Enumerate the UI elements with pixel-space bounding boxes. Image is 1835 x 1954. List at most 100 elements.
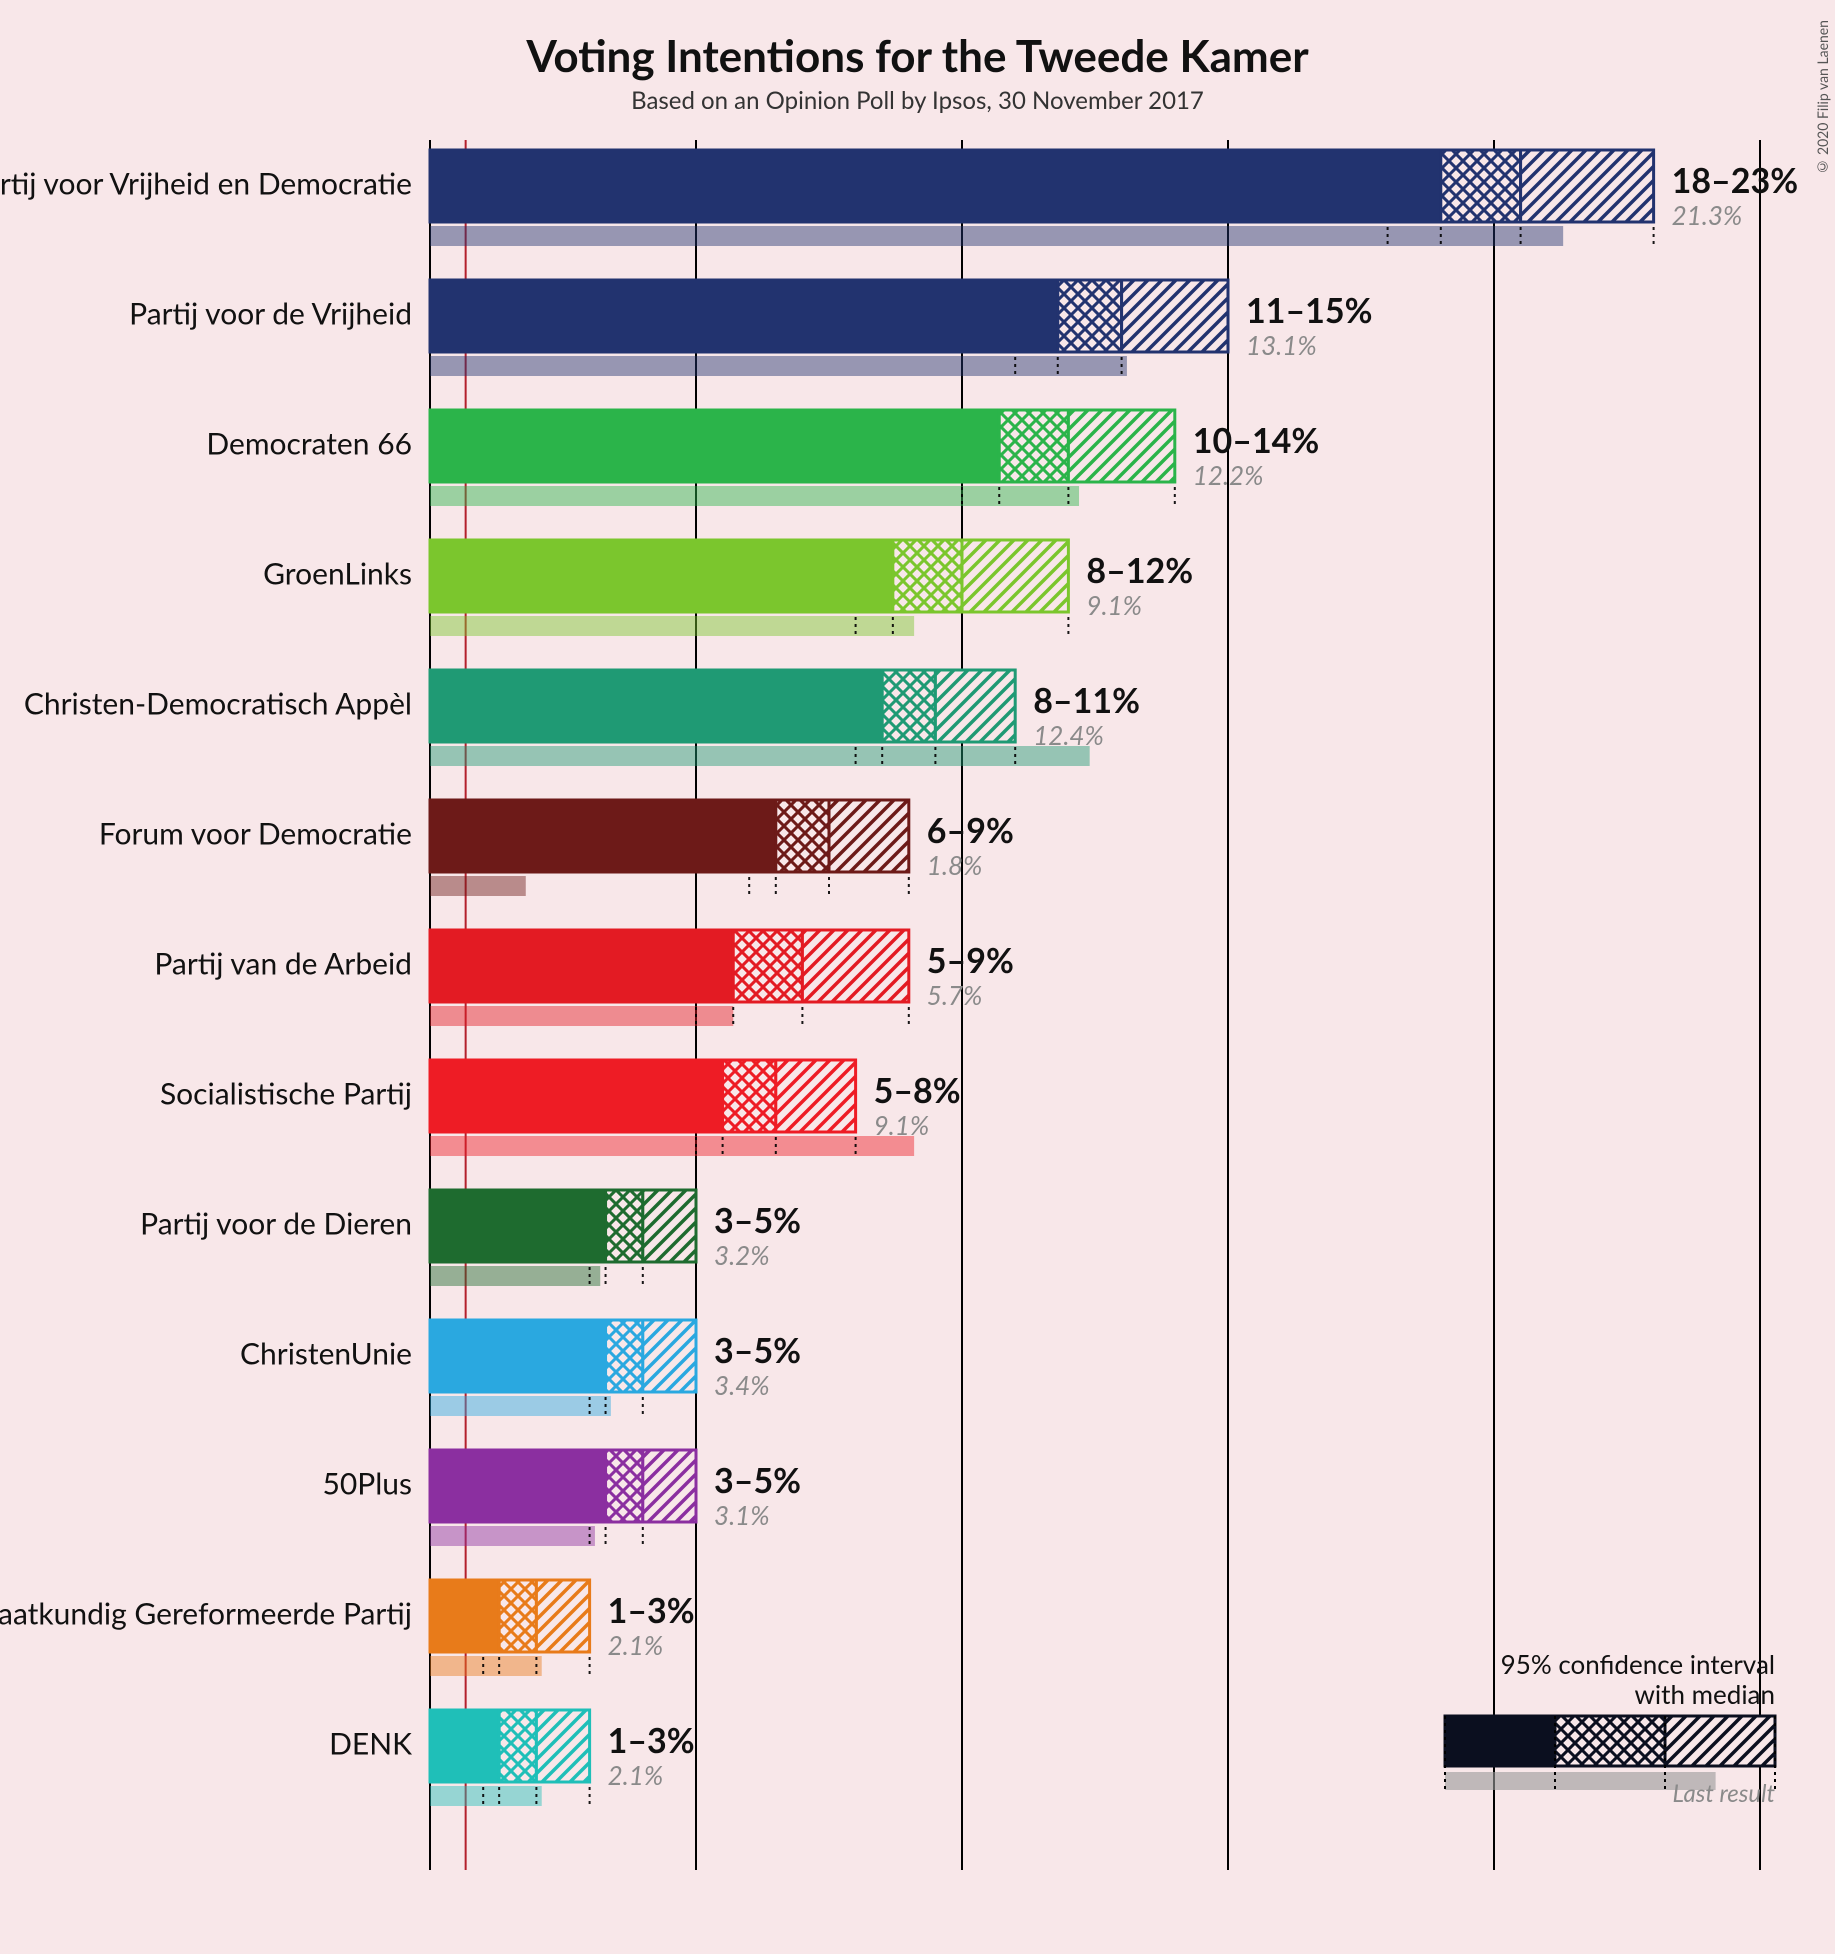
prev-label: 2.1% [608, 1629, 664, 1661]
prev-result-bar [430, 486, 1079, 506]
legend-prev-label: Last result [1673, 1779, 1776, 1808]
ci-bar-diagonal [1122, 280, 1228, 352]
ci-bar-diagonal [643, 1320, 696, 1392]
prev-result-bar [430, 1396, 611, 1416]
legend-crosshatch [1555, 1716, 1665, 1766]
ci-bar-crosshatch [882, 670, 935, 742]
party-label: Forum voor Democratie [99, 816, 412, 852]
ci-bar-crosshatch [499, 1710, 536, 1782]
ci-bar-solid [430, 150, 1441, 222]
prev-label: 12.2% [1193, 459, 1264, 491]
ci-bar-solid [430, 1450, 606, 1522]
ci-bar-solid [430, 1190, 606, 1262]
ci-bar-diagonal [536, 1710, 589, 1782]
prev-label: 9.1% [1086, 589, 1142, 621]
party-label: Socialistische Partij [160, 1076, 412, 1112]
prev-result-bar [430, 226, 1563, 246]
ci-bar-solid [430, 1320, 606, 1392]
ci-bar-diagonal [935, 670, 1015, 742]
range-label: 8–11% [1033, 680, 1140, 721]
ci-bar-crosshatch [606, 1320, 643, 1392]
prev-result-bar [430, 616, 914, 636]
ci-bar-solid [430, 1710, 499, 1782]
range-label: 18–23% [1672, 160, 1798, 201]
range-label: 5–9% [927, 940, 1014, 981]
party-label: GroenLinks [263, 556, 412, 592]
legend-solid [1445, 1716, 1555, 1766]
ci-bar-solid [430, 800, 776, 872]
prev-label: 3.2% [714, 1239, 770, 1271]
ci-bar-diagonal [829, 800, 909, 872]
prev-label: 3.1% [714, 1499, 770, 1531]
range-label: 3–5% [714, 1460, 801, 1501]
range-label: 3–5% [714, 1330, 801, 1371]
party-label: Christen-Democratisch Appèl [24, 686, 412, 722]
ci-bar-diagonal [1521, 150, 1654, 222]
prev-label: 5.7% [927, 979, 983, 1011]
ci-bar-solid [430, 280, 1058, 352]
prev-result-bar [430, 1266, 600, 1286]
prev-result-bar [430, 876, 526, 896]
party-label: ChristenUnie [240, 1336, 412, 1372]
party-label: Volkspartij voor Vrijheid en Democratie [0, 166, 412, 202]
ci-bar-solid [430, 540, 893, 612]
prev-label: 1.8% [927, 849, 983, 881]
copyright-label: © 2020 Filip van Laenen [1814, 20, 1831, 176]
range-label: 5–8% [874, 1070, 961, 1111]
party-label: Staatkundig Gereformeerde Partij [0, 1596, 412, 1632]
legend-diagonal [1665, 1716, 1775, 1766]
chart-subtitle: Based on an Opinion Poll by Ipsos, 30 No… [0, 86, 1835, 115]
party-label: DENK [329, 1726, 412, 1762]
ci-bar-solid [430, 1580, 499, 1652]
party-label: Partij voor de Dieren [140, 1206, 412, 1242]
bar-chart-svg: Volkspartij voor Vrijheid en Democratie 1… [0, 0, 1835, 1954]
chart-container: Voting Intentions for the Tweede Kamer B… [0, 0, 1835, 1954]
prev-result-bar [430, 1136, 914, 1156]
prev-result-bar [430, 1526, 595, 1546]
ci-bar-solid [430, 1060, 723, 1132]
range-label: 10–14% [1193, 420, 1319, 461]
prev-result-bar [430, 356, 1127, 376]
range-label: 1–3% [608, 1720, 695, 1761]
prev-result-bar [430, 746, 1090, 766]
prev-result-bar [430, 1786, 542, 1806]
ci-bar-crosshatch [893, 540, 962, 612]
ci-bar-crosshatch [776, 800, 829, 872]
prev-label: 13.1% [1246, 329, 1317, 361]
party-label: Partij van de Arbeid [154, 946, 412, 982]
prev-result-bar [430, 1006, 733, 1026]
range-label: 1–3% [608, 1590, 695, 1631]
ci-bar-diagonal [643, 1190, 696, 1262]
ci-bar-diagonal [802, 930, 908, 1002]
ci-bar-crosshatch [1058, 280, 1122, 352]
party-label: 50Plus [322, 1466, 412, 1502]
legend-title: 95% confidence interval [1501, 1648, 1775, 1680]
prev-label: 12.4% [1033, 719, 1104, 751]
ci-bar-diagonal [962, 540, 1068, 612]
range-label: 11–15% [1246, 290, 1372, 331]
ci-bar-crosshatch [606, 1450, 643, 1522]
ci-bar-crosshatch [723, 1060, 776, 1132]
chart-title: Voting Intentions for the Tweede Kamer [0, 30, 1835, 82]
ci-bar-crosshatch [1441, 150, 1521, 222]
ci-bar-solid [430, 930, 733, 1002]
ci-bar-solid [430, 410, 999, 482]
ci-bar-crosshatch [499, 1580, 536, 1652]
ci-bar-crosshatch [999, 410, 1068, 482]
party-label: Democraten 66 [206, 426, 412, 462]
legend-title-2: with median [1635, 1678, 1776, 1710]
ci-bar-diagonal [776, 1060, 856, 1132]
prev-label: 21.3% [1672, 199, 1743, 231]
party-label: Partij voor de Vrijheid [129, 296, 412, 332]
prev-result-bar [430, 1656, 542, 1676]
prev-label: 3.4% [714, 1369, 770, 1401]
ci-bar-diagonal [643, 1450, 696, 1522]
ci-bar-diagonal [536, 1580, 589, 1652]
range-label: 8–12% [1086, 550, 1193, 591]
range-label: 6–9% [927, 810, 1014, 851]
ci-bar-crosshatch [606, 1190, 643, 1262]
range-label: 3–5% [714, 1200, 801, 1241]
prev-label: 2.1% [608, 1759, 664, 1791]
prev-label: 9.1% [874, 1109, 930, 1141]
ci-bar-crosshatch [733, 930, 802, 1002]
